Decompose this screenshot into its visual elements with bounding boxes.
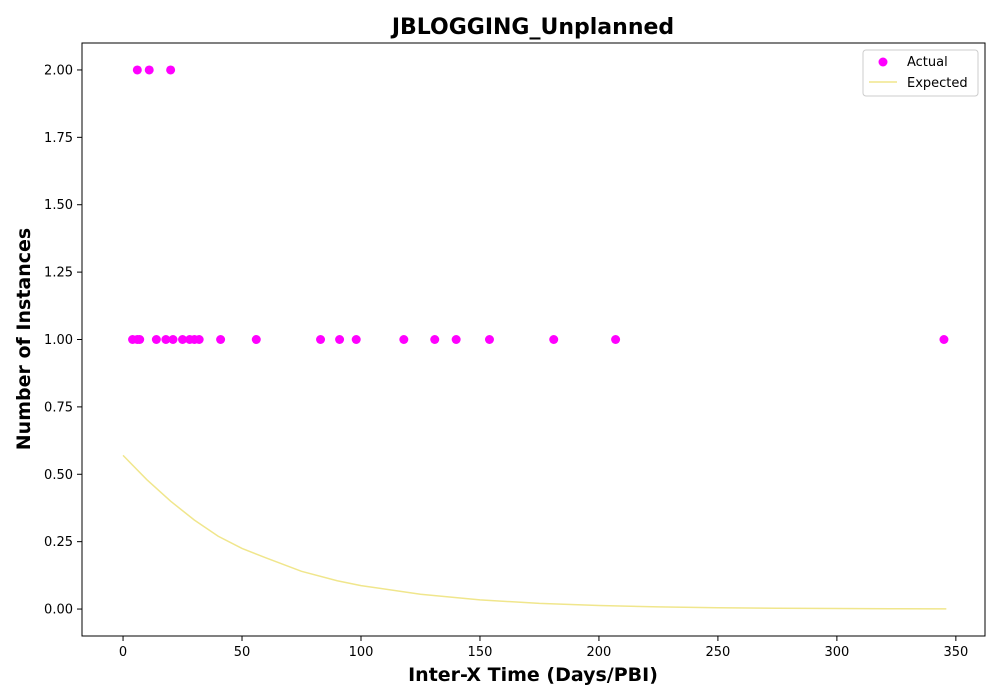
actual-point-12: [194, 335, 204, 344]
y-tick-label-8: 2.00: [44, 63, 73, 78]
actual-point-6: [151, 335, 161, 344]
actual-point-13: [216, 335, 226, 344]
y-tick-label-1: 0.25: [44, 535, 73, 550]
x-axis: 0 50 100 150 200 250 300 350: [119, 636, 968, 660]
actual-point-9: [178, 335, 188, 344]
legend-label-expected: Expected: [907, 76, 968, 91]
y-tick-label-3: 0.75: [44, 400, 73, 415]
actual-point-22: [549, 335, 559, 344]
actual-point-21: [484, 335, 494, 344]
actual-point-15: [316, 335, 326, 344]
y-axis-label: Number of Instances: [13, 228, 35, 450]
legend-label-actual: Actual: [907, 55, 948, 70]
y-axis: 0.00 0.25 0.50 0.75 1.00 1.25 1.50 1.75 2.00: [44, 63, 82, 618]
actual-point-19: [430, 335, 440, 344]
actual-point-16: [335, 335, 345, 344]
x-tick-label-4: 200: [587, 645, 612, 660]
x-tick-label-0: 0: [119, 645, 127, 660]
legend-marker-actual: [878, 57, 888, 67]
expected-series-line: [122, 454, 947, 610]
y-tick-label-7: 1.75: [44, 131, 73, 146]
y-tick-label-0: 0.00: [44, 603, 73, 618]
x-tick-label-2: 100: [349, 645, 374, 660]
x-tick-label-1: 50: [234, 645, 251, 660]
y-tick-label-4: 1.00: [44, 333, 73, 348]
legend: Actual Expected: [862, 49, 979, 97]
actual-point-1: [144, 65, 154, 75]
actual-point-18: [399, 335, 409, 344]
actual-point-0: [132, 65, 142, 75]
x-tick-label-6: 300: [824, 645, 849, 660]
legend-box: [862, 49, 979, 97]
x-tick-label-7: 350: [943, 645, 968, 660]
actual-point-8: [168, 335, 178, 344]
y-tick-label-6: 1.50: [44, 198, 73, 213]
y-tick-label-5: 1.25: [44, 266, 73, 281]
y-tick-label-2: 0.50: [44, 468, 73, 483]
actual-point-24: [939, 335, 949, 344]
actual-point-23: [611, 335, 621, 344]
actual-point-14: [251, 335, 261, 344]
x-tick-label-5: 250: [705, 645, 730, 660]
actual-point-5: [135, 335, 145, 344]
x-tick-label-3: 150: [468, 645, 493, 660]
actual-point-2: [166, 65, 176, 75]
x-axis-label: Inter-X Time (Days/PBI): [408, 664, 658, 686]
plot-area: [122, 65, 949, 610]
chart-title: JBLOGGING_Unplanned: [390, 15, 674, 40]
actual-point-17: [351, 335, 361, 344]
actual-point-20: [451, 335, 461, 344]
actual-point-7: [161, 335, 171, 344]
